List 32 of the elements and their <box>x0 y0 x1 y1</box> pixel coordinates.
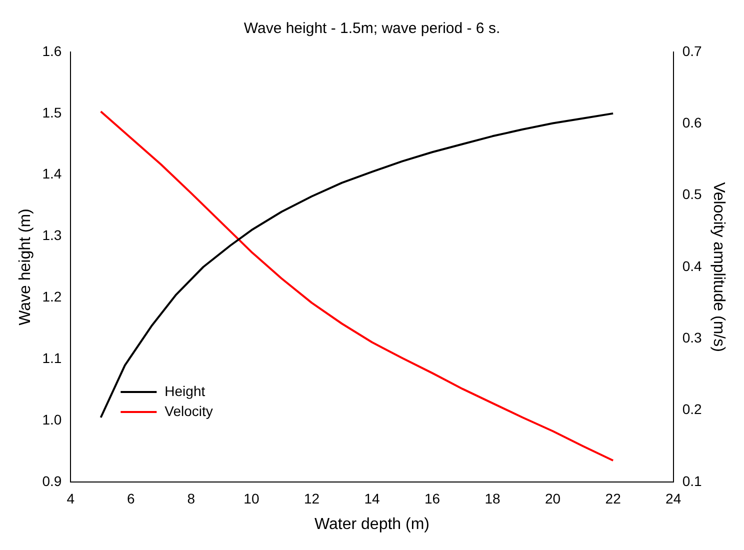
y2-tick-label: 0.1 <box>682 472 702 489</box>
y2-tick-label: 0.5 <box>682 186 702 202</box>
y2-tick-label: 0.6 <box>682 114 702 131</box>
y-tick-label: 1.3 <box>42 227 62 244</box>
x-tick-label: 8 <box>187 490 196 506</box>
x-tick-label: 6 <box>127 490 136 506</box>
x-tick-label: 12 <box>304 490 320 506</box>
y2-axis-title: Velocity amplitude (m/s) <box>710 182 727 352</box>
x-tick-label: 14 <box>364 490 380 506</box>
x-tick-label: 10 <box>244 490 260 506</box>
legend-label: Velocity <box>164 402 213 419</box>
x-tick-label: 22 <box>605 490 622 506</box>
x-tick-label: 4 <box>66 490 75 506</box>
y-tick-label: 1.6 <box>42 42 62 59</box>
x-axis-title: Water depth (m) <box>314 516 430 533</box>
y-tick-label: 1.2 <box>42 288 62 305</box>
legend-label: Height <box>164 382 206 399</box>
y2-tick-label: 0.2 <box>682 401 702 418</box>
y-tick-label: 1.0 <box>42 411 62 428</box>
y-tick-label: 1.5 <box>42 104 62 120</box>
x-tick-label: 20 <box>545 490 561 506</box>
x-tick-label: 24 <box>666 490 682 506</box>
chart-title: Wave height - 1.5m; wave period - 6 s. <box>244 20 500 38</box>
y2-tick-label: 0.7 <box>682 42 702 59</box>
x-tick-label: 16 <box>424 490 440 506</box>
y-tick-label: 1.1 <box>42 350 62 366</box>
y2-tick-label: 0.3 <box>682 330 702 346</box>
y-tick-label: 0.9 <box>42 472 62 489</box>
y-tick-label: 1.4 <box>42 166 62 182</box>
y-axis-title: Wave height (m) <box>17 208 34 326</box>
y2-tick-label: 0.4 <box>682 258 702 274</box>
x-tick-label: 18 <box>484 490 501 506</box>
